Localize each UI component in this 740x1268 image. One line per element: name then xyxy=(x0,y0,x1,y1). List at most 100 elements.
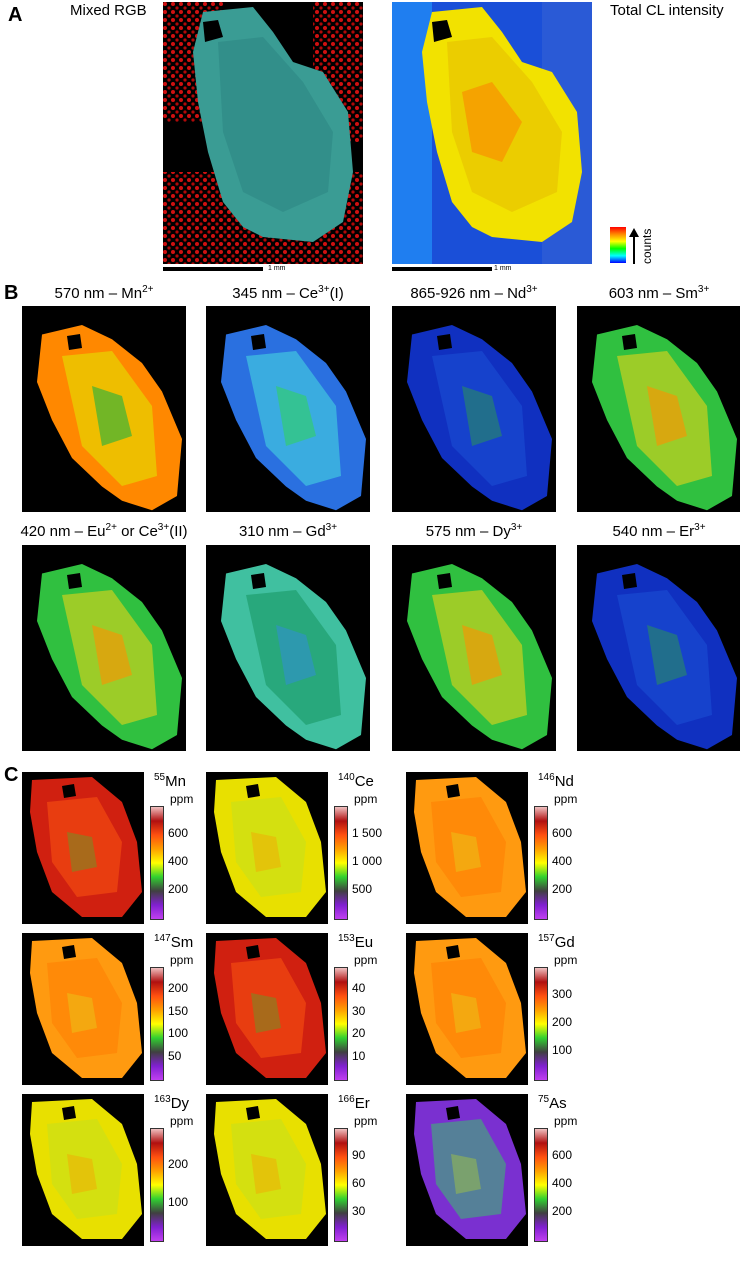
mixed-rgb-title: Mixed RGB xyxy=(70,2,147,19)
concentration-colorbar xyxy=(150,806,164,920)
ion-charge: 3+ xyxy=(526,284,538,295)
isotope-label: 153Eu xyxy=(338,933,373,951)
isotope-mass: 147 xyxy=(154,933,171,944)
label-suffix-end: (II) xyxy=(169,523,188,540)
cl-map-label: 575 nm – Dy3+ xyxy=(426,522,522,540)
ion-charge: 2+ xyxy=(105,522,117,533)
colorbar-tick-label: 40 xyxy=(352,981,366,996)
ion-charge: 2+ xyxy=(142,284,154,295)
colorbar-tick-label: 90 xyxy=(352,1148,366,1162)
element-map-image xyxy=(206,772,328,924)
cl-map-image xyxy=(206,545,370,751)
colorbar-tick-label: 20 xyxy=(352,1026,366,1041)
colorbar-tick-label: 600 xyxy=(552,1148,573,1162)
colorbar-tick-label: 200 xyxy=(168,1157,189,1172)
colorbar-tick-label: 50 xyxy=(168,1048,182,1063)
cl-map-label: 603 nm – Sm3+ xyxy=(609,284,710,302)
colorbar-tick-label: 200 xyxy=(552,1204,573,1218)
isotope-label: 147Sm xyxy=(154,933,193,951)
element-symbol: Dy xyxy=(170,1095,190,1112)
wavelength-text: 310 nm – Gd xyxy=(238,523,326,540)
ppm-unit-label: ppm xyxy=(354,953,378,967)
colorbar-tick-label: 400 xyxy=(552,1176,573,1190)
colorbar-tick-label: 300 xyxy=(552,987,573,1001)
panel-c-letter: C xyxy=(4,764,19,786)
concentration-colorbar xyxy=(150,1128,164,1242)
colorbar-tick-label: 600 xyxy=(552,826,573,840)
colorbar-tick-label: 10 xyxy=(352,1048,366,1063)
scalebar-left-label: 1 mm xyxy=(268,265,286,272)
ppm-unit-label: ppm xyxy=(354,792,378,806)
concentration-colorbar xyxy=(334,1128,348,1242)
label-suffix: (I) xyxy=(329,285,344,302)
concentration-colorbar xyxy=(334,967,348,1081)
isotope-mass: 55 xyxy=(154,772,166,783)
suffix-charge: 3+ xyxy=(157,522,170,533)
colorbar-tick-label: 600 xyxy=(168,826,189,840)
colorbar-tick-label: 1 000 xyxy=(352,854,383,868)
scalebar-right-label: 1 mm xyxy=(494,265,512,272)
cl-map-image xyxy=(392,306,556,512)
isotope-mass: 157 xyxy=(538,933,555,944)
ion-charge: 3+ xyxy=(325,522,338,533)
colorbar-tick-label: 30 xyxy=(352,1204,366,1218)
ppm-unit-label: ppm xyxy=(554,953,578,967)
colorbar-tick-label: 60 xyxy=(352,1176,366,1190)
colorbar-tick-label: 100 xyxy=(168,1194,189,1209)
scalebar-left xyxy=(163,267,263,271)
isotope-label: 55Mn xyxy=(154,772,186,790)
isotope-mass: 166 xyxy=(338,1094,355,1105)
concentration-colorbar xyxy=(150,967,164,1081)
element-map-image xyxy=(22,772,144,924)
element-symbol: Ce xyxy=(354,773,374,790)
colorbar-tick-label: 500 xyxy=(352,882,373,896)
cl-map-label: 345 nm – Ce3+(I) xyxy=(232,284,343,302)
wavelength-text: 345 nm – Ce xyxy=(232,285,319,302)
element-symbol: Mn xyxy=(165,773,186,790)
ion-charge: 3+ xyxy=(697,284,710,295)
element-map-image xyxy=(206,1094,328,1246)
colorbar-tick-label: 150 xyxy=(168,1003,189,1018)
colorbar-tick-label: 200 xyxy=(168,882,189,896)
element-map-image xyxy=(406,772,528,924)
wavelength-text: 540 nm – Er xyxy=(612,523,695,540)
panel-a-letter: A xyxy=(8,4,23,26)
element-symbol: As xyxy=(549,1095,567,1112)
colorbar-tick-label: 100 xyxy=(552,1043,573,1057)
total-cl-title: Total CL intensity xyxy=(610,2,724,19)
ppm-unit-label: ppm xyxy=(170,1114,194,1128)
ppm-unit-label: ppm xyxy=(170,953,194,967)
element-map-image xyxy=(22,1094,144,1246)
isotope-label: 140Ce xyxy=(338,772,374,790)
ion-charge: 3+ xyxy=(510,522,523,533)
colorbar-tick-label: 30 xyxy=(352,1003,366,1018)
isotope-label: 75As xyxy=(538,1094,567,1112)
cl-map-label: 420 nm – Eu2+ or Ce3+(II) xyxy=(20,522,187,540)
isotope-mass: 163 xyxy=(154,1094,171,1105)
element-map-image xyxy=(22,933,144,1085)
ion-charge: 3+ xyxy=(694,522,706,533)
isotope-label: 157Gd xyxy=(538,933,575,951)
wavelength-text: 575 nm – Dy xyxy=(425,523,511,540)
concentration-colorbar xyxy=(534,967,548,1081)
element-symbol: Er xyxy=(354,1095,370,1112)
ppm-unit-label: ppm xyxy=(554,792,578,806)
isotope-mass: 153 xyxy=(338,933,355,944)
cl-map-image xyxy=(22,545,186,751)
ion-charge: 3+ xyxy=(318,284,330,295)
cl-map-label: 570 nm – Mn2+ xyxy=(55,284,154,302)
cl-intensity-legend-bar xyxy=(610,227,626,263)
element-map-image xyxy=(406,1094,528,1246)
scalebar-right xyxy=(392,267,492,271)
total-cl-map xyxy=(392,2,592,264)
wavelength-text: 603 nm – Sm xyxy=(608,285,698,302)
ppm-unit-label: ppm xyxy=(354,1114,378,1128)
label-suffix: or Ce xyxy=(116,523,158,540)
colorbar-tick-label: 100 xyxy=(168,1026,189,1041)
concentration-colorbar xyxy=(534,806,548,920)
cl-map-label: 540 nm – Er3+ xyxy=(612,522,705,540)
mixed-rgb-map xyxy=(163,2,363,264)
isotope-mass: 146 xyxy=(538,772,555,783)
counts-arrow-icon xyxy=(629,228,639,264)
cl-map-label: 310 nm – Gd3+ xyxy=(239,522,337,540)
